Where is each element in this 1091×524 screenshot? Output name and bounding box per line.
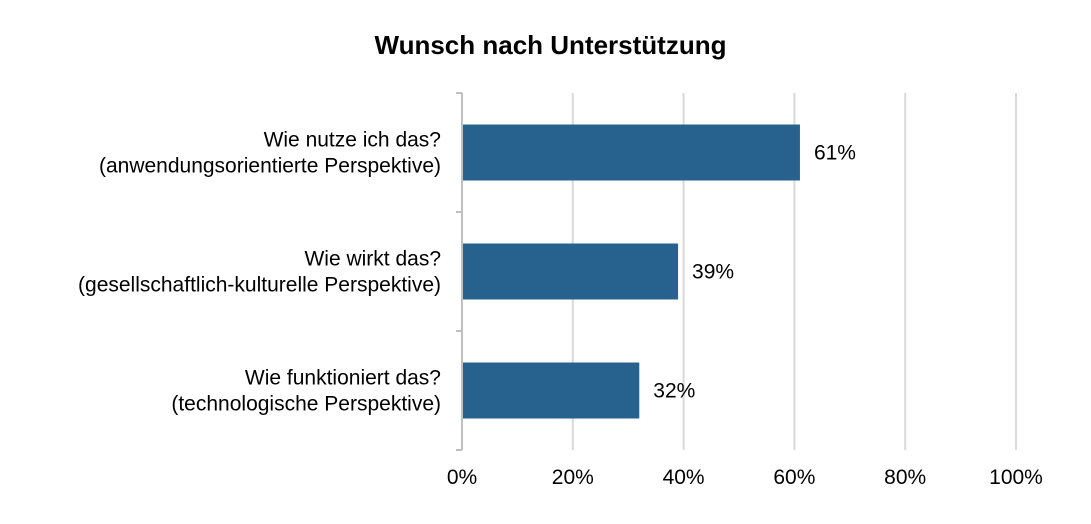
category-label: (anwendungsorientierte Perspektive) (99, 155, 441, 178)
x-tick-label: 80% (884, 466, 926, 489)
data-label: 32% (653, 380, 695, 403)
x-tick-label: 60% (773, 466, 815, 489)
bar (463, 124, 800, 181)
bar (463, 243, 679, 300)
data-label: 61% (814, 142, 856, 165)
bar (463, 362, 640, 419)
category-label: Wie wirkt das? (304, 248, 441, 271)
x-tick-label: 20% (552, 466, 594, 489)
category-label: (gesellschaftlich-kulturelle Perspektive… (78, 274, 441, 297)
x-tick-label: 100% (989, 466, 1043, 489)
x-tick-label: 0% (447, 466, 477, 489)
category-label: Wie nutze ich das? (264, 129, 441, 152)
category-label: Wie funktioniert das? (245, 367, 441, 390)
x-tick-label: 40% (663, 466, 705, 489)
data-label: 39% (692, 261, 734, 284)
chart-title: Wunsch nach Unterstützung (374, 30, 727, 60)
category-label: (technologische Perspektive) (171, 393, 441, 416)
